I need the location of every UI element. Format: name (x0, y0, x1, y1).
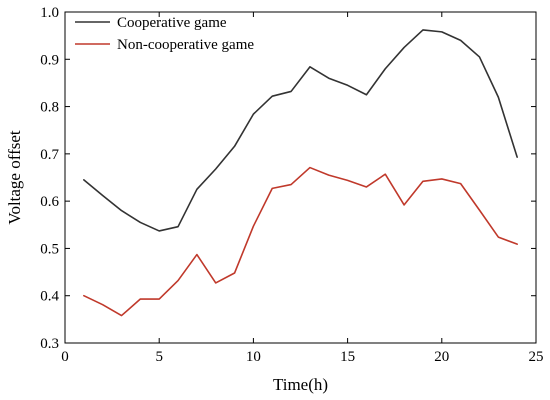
series-lines (83, 29, 518, 317)
series-line-cooperative-game (83, 29, 518, 232)
chart-axes (64, 11, 537, 344)
x-tick-label: 10 (246, 349, 261, 365)
y-tick-label: 1.0 (40, 5, 59, 21)
legend-label: Non-cooperative game (117, 37, 254, 53)
x-tick-label: 5 (155, 349, 163, 365)
y-tick-label: 0.6 (40, 194, 59, 210)
legend: Cooperative game Non-cooperative game (75, 15, 254, 53)
plot-frame (64, 11, 537, 344)
y-tick-label: 0.4 (40, 289, 59, 305)
y-axis-ticks: 0.3 0.4 0.5 0.6 0.7 0.8 0.9 1.0 (40, 5, 536, 352)
y-tick-label: 0.5 (40, 241, 59, 257)
y-tick-label: 0.3 (40, 336, 59, 352)
legend-label: Cooperative game (117, 15, 227, 31)
series-line-non-cooperative-game (83, 166, 518, 317)
x-tick-label: 25 (529, 349, 544, 365)
y-axis-title: Voltage offset (5, 130, 24, 225)
y-tick-label: 0.9 (40, 52, 59, 68)
x-tick-label: 20 (434, 349, 449, 365)
x-axis-title: Time(h) (273, 375, 328, 394)
x-tick-label: 0 (61, 349, 69, 365)
y-tick-label: 0.8 (40, 100, 59, 116)
x-axis-ticks: 0 5 10 15 20 25 (61, 12, 544, 365)
x-tick-label: 15 (340, 349, 355, 365)
y-tick-label: 0.7 (40, 147, 59, 163)
